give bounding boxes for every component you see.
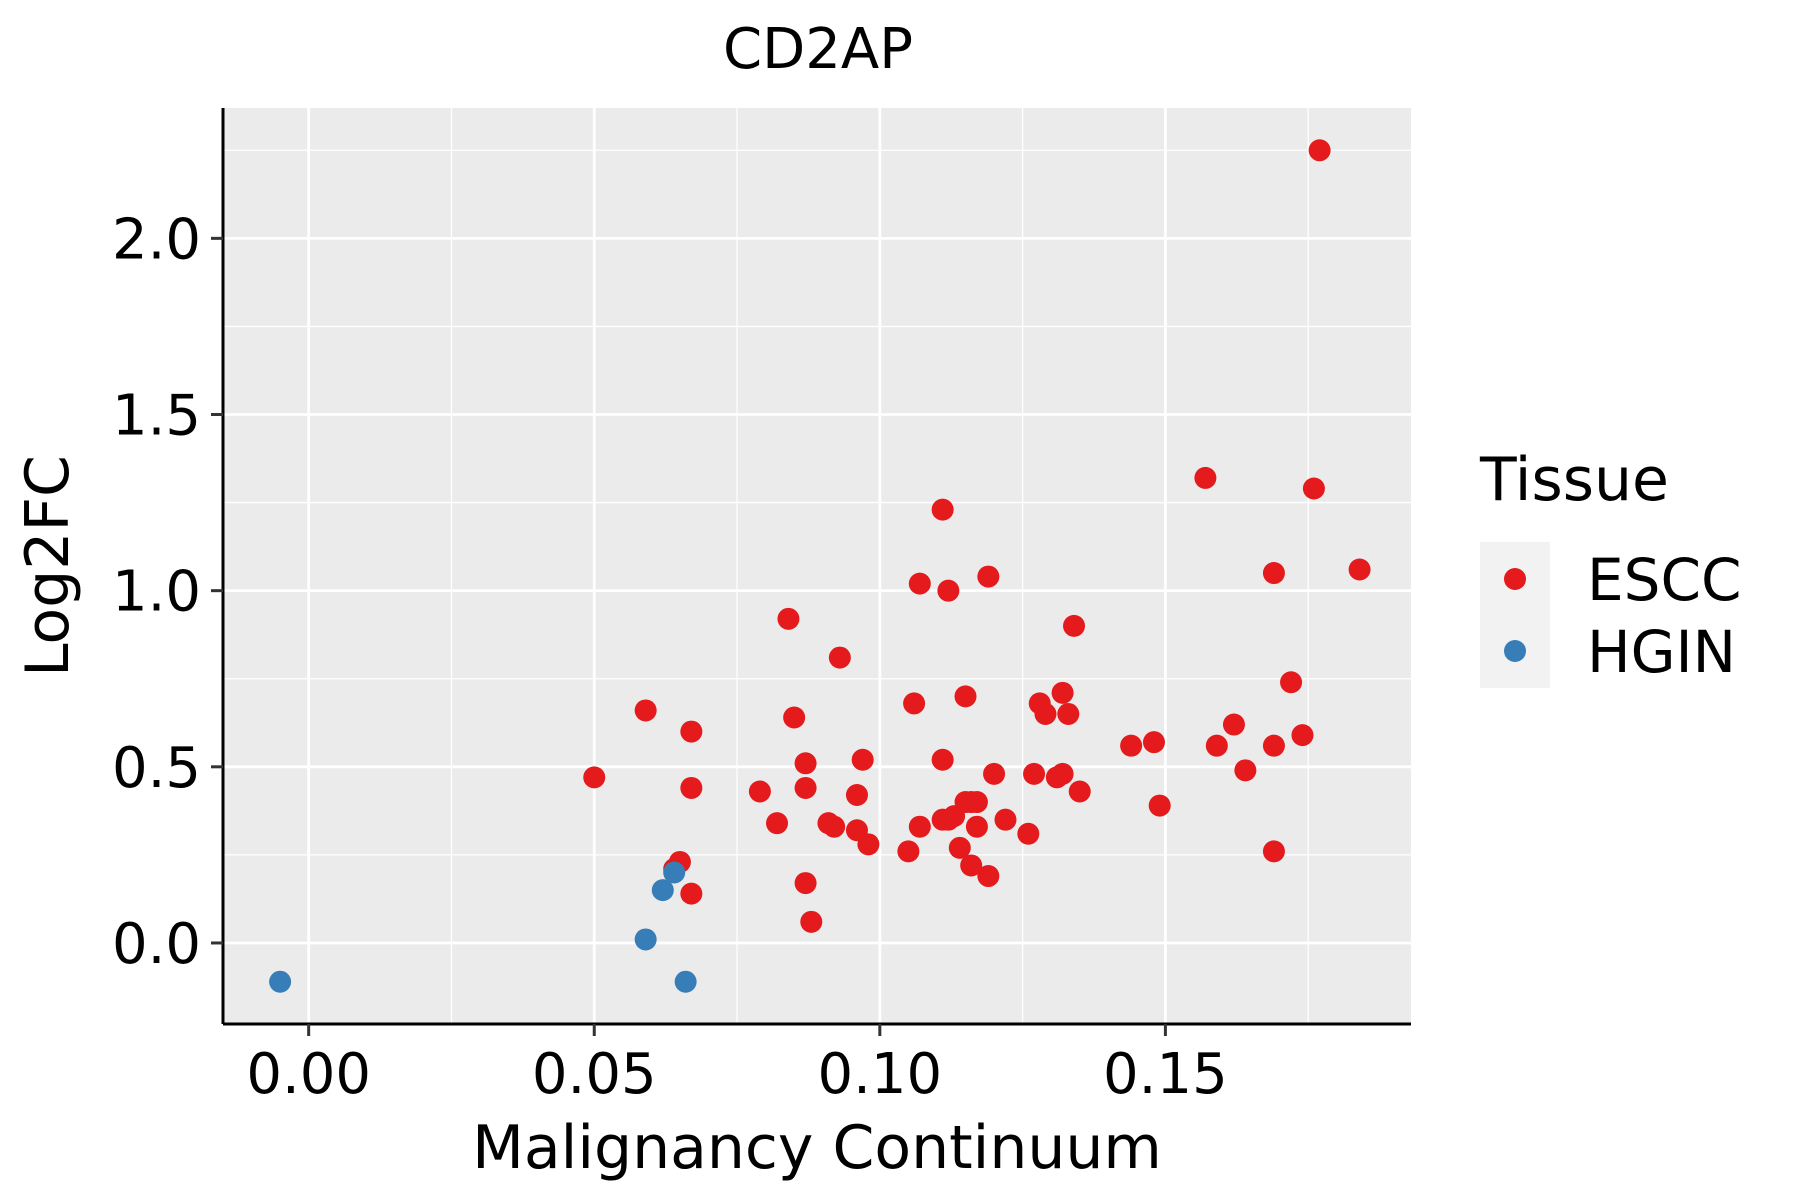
chart-title: CD2AP: [723, 17, 913, 82]
data-point-escc: [1120, 734, 1143, 757]
data-point-escc: [965, 791, 988, 814]
data-point-escc: [1291, 724, 1314, 747]
data-point-escc: [1262, 840, 1285, 863]
data-point-escc: [794, 752, 817, 775]
y-tick-label: 0.0: [112, 912, 201, 977]
data-point-escc: [977, 865, 1000, 888]
data-point-escc: [1348, 558, 1371, 581]
data-point-escc: [1057, 702, 1080, 725]
x-axis-ticks: 0.00 0.05 0.10 0.15: [246, 1024, 1228, 1107]
legend-key-escc: [1504, 568, 1526, 590]
data-point-escc: [1068, 780, 1091, 803]
data-point-escc: [954, 685, 977, 708]
x-tick-label: 0.10: [817, 1042, 942, 1107]
data-point-escc: [1063, 614, 1086, 637]
data-point-escc: [1280, 671, 1303, 694]
data-point-escc: [994, 808, 1017, 831]
y-tick-label: 0.5: [112, 736, 201, 801]
data-point-escc: [1262, 562, 1285, 585]
data-point-escc: [1205, 734, 1228, 757]
data-point-escc: [931, 498, 954, 521]
data-point-escc: [783, 706, 806, 729]
data-point-escc: [897, 840, 920, 863]
x-axis-label: Malignancy Continuum: [472, 1113, 1162, 1183]
data-point-escc: [1051, 681, 1074, 704]
data-point-escc: [680, 720, 703, 743]
data-point-escc: [766, 812, 789, 835]
data-point-escc: [1034, 702, 1057, 725]
data-point-escc: [903, 692, 926, 715]
legend-label-hgin: HGIN: [1587, 618, 1736, 686]
data-point-escc: [908, 815, 931, 838]
x-tick-label: 0.15: [1103, 1042, 1228, 1107]
plot-panel: [223, 108, 1411, 1024]
data-point-escc: [931, 748, 954, 771]
data-point-escc: [965, 815, 988, 838]
data-point-escc: [1308, 139, 1331, 162]
legend-key-background: [1480, 542, 1550, 688]
y-tick-label: 2.0: [112, 207, 201, 272]
data-point-escc: [794, 776, 817, 799]
data-point-escc: [937, 579, 960, 602]
data-point-escc: [1262, 734, 1285, 757]
data-point-escc: [977, 565, 1000, 588]
grid-lines: [223, 108, 1411, 1024]
y-axis-ticks: 0.0 0.5 1.0 1.5 2.0: [112, 207, 223, 977]
data-point-escc: [1017, 822, 1040, 845]
data-point-escc: [1148, 794, 1171, 817]
x-tick-label: 0.05: [532, 1042, 657, 1107]
data-point-hgin: [674, 970, 697, 993]
data-point-escc: [983, 762, 1006, 785]
x-tick-label: 0.00: [246, 1042, 371, 1107]
data-point-escc: [1234, 759, 1257, 782]
data-point-escc: [680, 776, 703, 799]
data-point-escc: [943, 805, 966, 828]
data-point-escc: [857, 833, 880, 856]
data-point-escc: [948, 836, 971, 859]
data-point-escc: [777, 607, 800, 630]
data-point-escc: [634, 699, 657, 722]
data-point-escc: [851, 748, 874, 771]
data-point-escc: [1302, 477, 1325, 500]
data-point-escc: [748, 780, 771, 803]
y-tick-label: 1.5: [112, 384, 201, 449]
data-point-escc: [960, 854, 983, 877]
data-point-escc: [583, 766, 606, 789]
data-point-escc: [680, 882, 703, 905]
data-point-escc: [1023, 762, 1046, 785]
data-point-escc: [823, 815, 846, 838]
y-axis-label: Log2FC: [13, 455, 83, 677]
data-point-escc: [1142, 731, 1165, 754]
data-point-escc: [794, 872, 817, 895]
data-point-escc: [1222, 713, 1245, 736]
data-point-escc: [828, 646, 851, 669]
data-point-hgin: [634, 928, 657, 951]
data-point-escc: [800, 910, 823, 933]
data-point-hgin: [269, 970, 292, 993]
y-tick-label: 1.0: [112, 560, 201, 625]
legend-label-escc: ESCC: [1587, 546, 1741, 614]
data-point-hgin: [651, 879, 674, 902]
legend-key-hgin: [1504, 640, 1526, 662]
data-point-hgin: [663, 861, 686, 884]
data-point-escc: [845, 784, 868, 806]
data-points: [269, 139, 1371, 993]
data-point-escc: [1194, 466, 1217, 489]
data-point-escc: [1051, 762, 1074, 785]
legend-title: Tissue: [1479, 445, 1669, 515]
data-point-escc: [908, 572, 931, 595]
